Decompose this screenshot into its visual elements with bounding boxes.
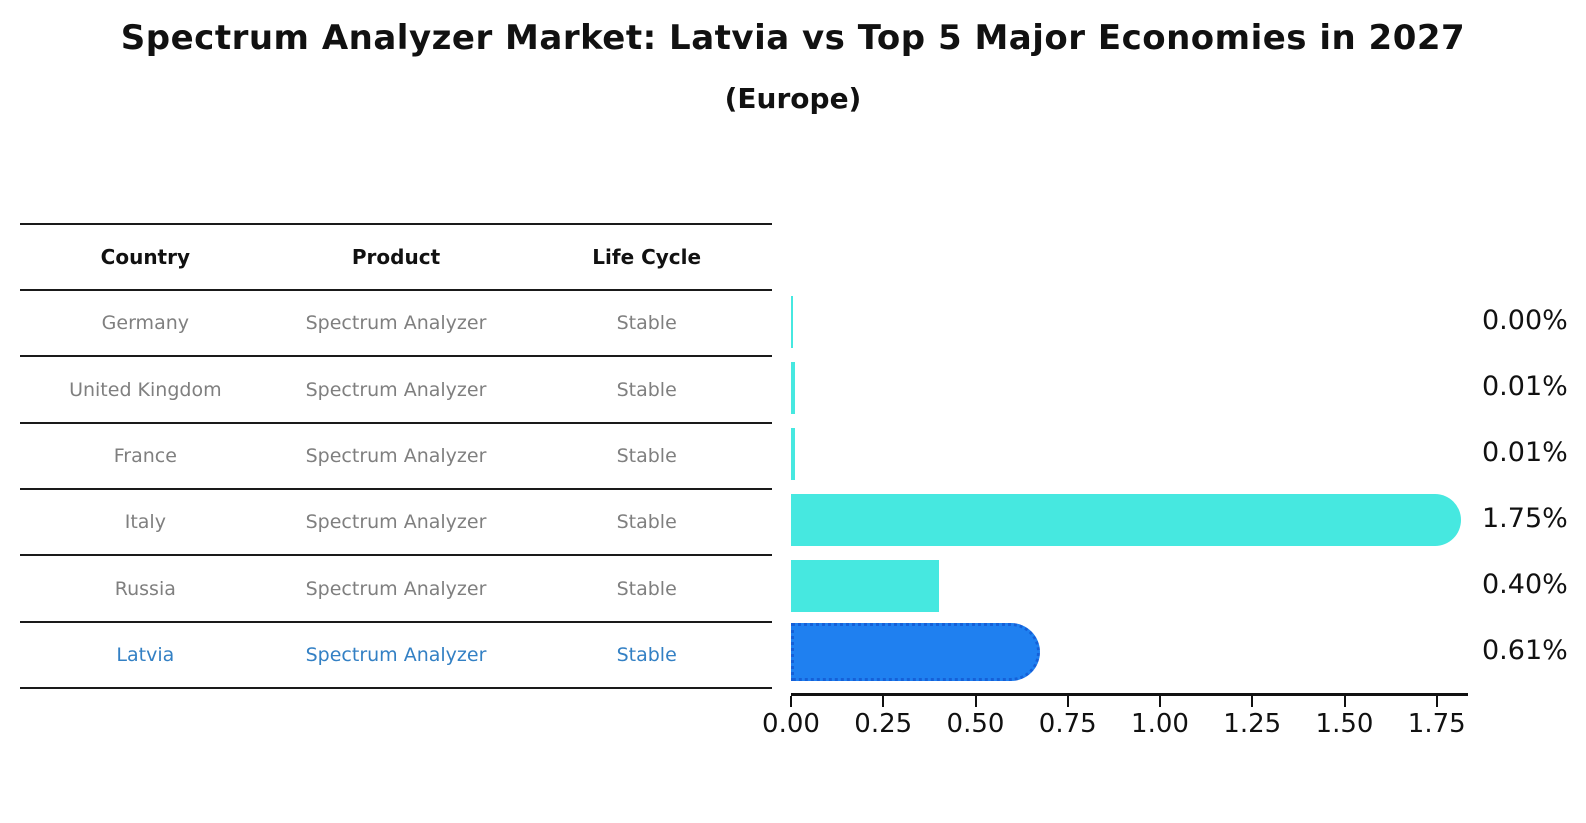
x-axis-tick-label: 0.75	[1038, 709, 1097, 739]
table-cell-country: Russia	[114, 577, 176, 600]
table-rule	[20, 289, 772, 291]
value-label-germany: 0.00%	[1482, 305, 1568, 336]
x-axis-tick	[1159, 696, 1161, 707]
x-axis-tick-label: 1.00	[1131, 709, 1189, 739]
value-label-russia: 0.40%	[1482, 569, 1568, 600]
bar-france	[791, 428, 795, 480]
table-cell-life-cycle: Stable	[616, 312, 677, 334]
page-subtitle: (Europe)	[724, 82, 862, 115]
table-rule	[20, 554, 772, 556]
value-label-latvia: 0.61%	[1482, 635, 1568, 666]
bar-italy	[791, 494, 1461, 546]
table-rule	[20, 223, 772, 225]
table-row-france: France Spectrum Analyzer Stable	[20, 424, 772, 488]
table-cell-product: Spectrum Analyzer	[305, 378, 487, 401]
page-title: Spectrum Analyzer Market: Latvia vs Top …	[120, 18, 1466, 58]
bar-germany	[791, 296, 793, 348]
x-axis-tick	[1435, 696, 1438, 707]
table-cell-life-cycle: Stable	[616, 378, 677, 401]
table-rule	[20, 355, 772, 357]
x-axis-tick-label: 0.50	[946, 709, 1005, 739]
table-cell-country: Italy	[124, 511, 166, 533]
value-label-france: 0.01%	[1482, 437, 1568, 468]
table-cell-country: France	[113, 445, 177, 467]
x-axis-tick	[1066, 696, 1069, 707]
x-axis-tick-label: 1.25	[1223, 709, 1282, 739]
x-axis-tick	[882, 696, 885, 707]
x-axis-tick	[1343, 696, 1346, 707]
table-cell-country: United Kingdom	[69, 378, 222, 401]
x-axis-tick	[1251, 696, 1254, 707]
x-axis-tick-label: 1.75	[1407, 709, 1466, 739]
table-cell-product: Spectrum Analyzer	[305, 577, 487, 600]
table-cell-product: Spectrum Analyzer	[305, 511, 487, 533]
table-row-united-kingdom: United Kingdom Spectrum Analyzer Stable	[20, 357, 772, 422]
table-row-germany: Germany Spectrum Analyzer Stable	[20, 291, 772, 355]
table-cell-product: Spectrum Analyzer	[305, 644, 487, 666]
value-label-italy: 1.75%	[1482, 503, 1568, 534]
x-axis-tick-label: 0.00	[762, 709, 820, 739]
x-axis-tick	[974, 696, 977, 707]
table-cell-product: Spectrum Analyzer	[305, 312, 487, 334]
table-header-cell-country: Country	[100, 245, 191, 269]
x-axis-tick-label: 1.50	[1315, 709, 1374, 739]
table-row-latvia: Latvia Spectrum Analyzer Stable	[20, 623, 772, 687]
x-axis-line	[791, 693, 1468, 696]
table-row-italy: Italy Spectrum Analyzer Stable	[20, 490, 772, 554]
table-cell-life-cycle: Stable	[616, 511, 677, 533]
table-cell-country: Germany	[101, 312, 189, 334]
table-header-row: Country Product Life Cycle	[20, 225, 772, 289]
table-rule	[20, 621, 772, 623]
table-cell-country: Latvia	[116, 644, 175, 666]
value-label-united-kingdom: 0.01%	[1482, 371, 1568, 402]
bar-russia	[791, 560, 939, 612]
bar-latvia	[791, 623, 1041, 681]
table-header-cell-product: Product	[351, 245, 441, 269]
table-cell-life-cycle: Stable	[616, 577, 677, 600]
table-cell-product: Spectrum Analyzer	[305, 445, 487, 467]
table-cell-life-cycle: Stable	[616, 644, 677, 666]
table-cell-life-cycle: Stable	[616, 445, 677, 467]
table-row-russia: Russia Spectrum Analyzer Stable	[20, 556, 772, 621]
table-rule	[20, 422, 772, 424]
table-rule	[20, 488, 772, 490]
x-axis-tick	[790, 696, 792, 707]
table-header-cell-life-cycle: Life Cycle	[592, 245, 702, 269]
bar-united-kingdom	[791, 362, 795, 414]
table-rule	[20, 687, 772, 689]
x-axis-tick-label: 0.25	[854, 709, 913, 739]
